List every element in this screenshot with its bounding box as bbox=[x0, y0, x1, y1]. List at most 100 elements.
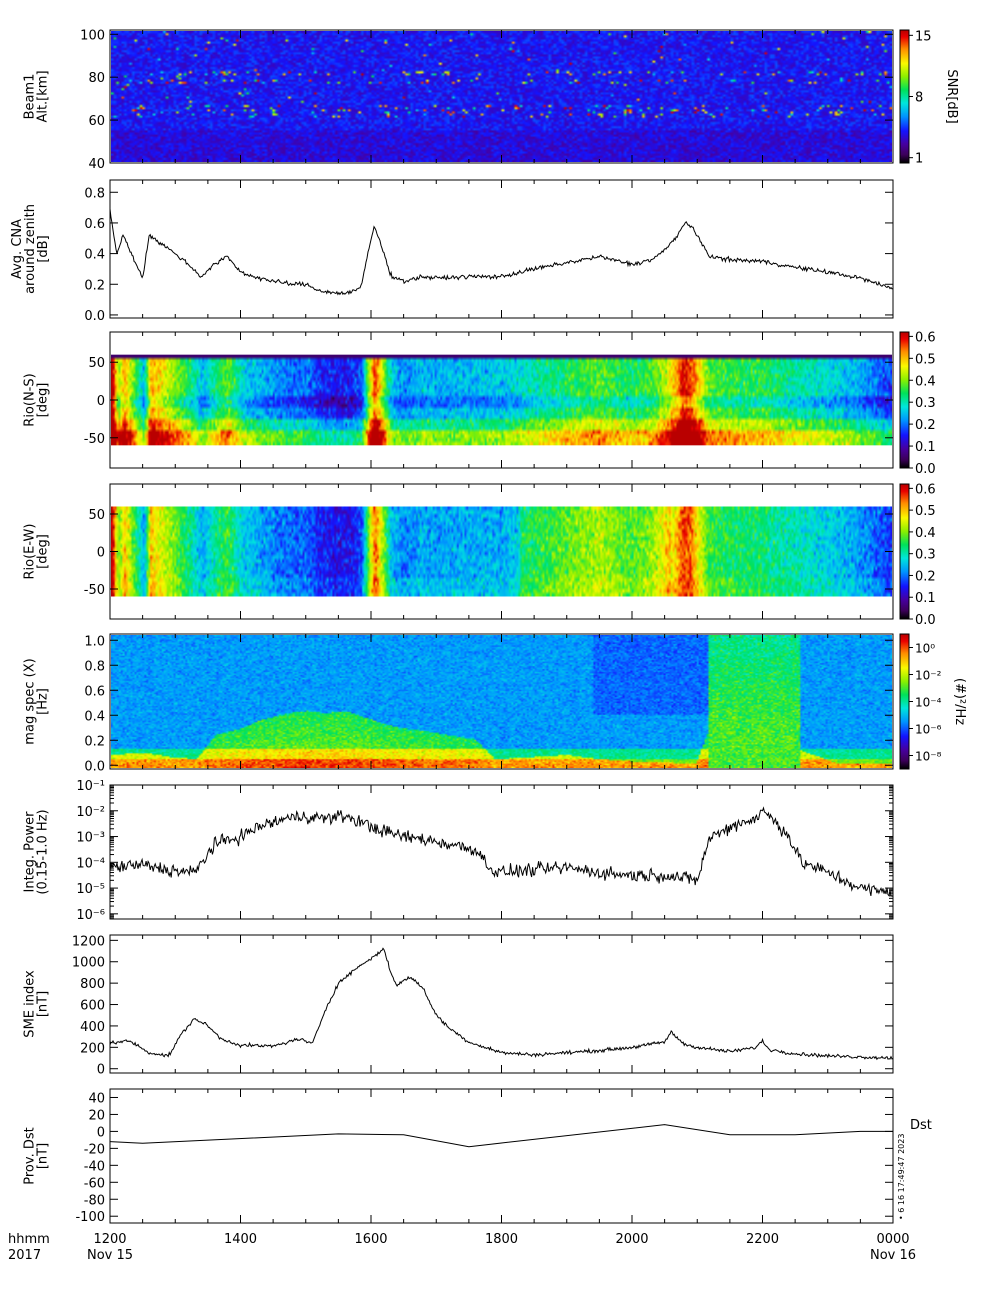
x-tick-label: 1200 bbox=[93, 1232, 126, 1247]
sme-index-line bbox=[109, 947, 894, 1061]
sme-ylabel: SME index bbox=[23, 970, 38, 1038]
rio-ew-heatmap-ylabel: [deg] bbox=[36, 534, 51, 569]
mag-spec-colorbar-label: (#)²/Hz bbox=[952, 678, 967, 725]
rio-ew-heatmap-colorbar-tick: 0.6 bbox=[915, 482, 936, 497]
dst-legend-label: Dst bbox=[910, 1118, 932, 1133]
x-axis-prefix: hhmm bbox=[8, 1232, 50, 1247]
rio-ew-heatmap-ytick: 50 bbox=[88, 508, 105, 523]
snr-heatmap bbox=[111, 31, 892, 162]
cna-ylabel: [dB] bbox=[36, 235, 51, 262]
mag-spec-colorbar-tick: 10⁻² bbox=[915, 669, 942, 683]
x-date-label-end: Nov 16 bbox=[870, 1248, 916, 1263]
integ-power-ytick: 10⁻⁶ bbox=[76, 908, 105, 923]
rio-ns-heatmap-ytick: -50 bbox=[84, 432, 105, 447]
integ-power-ytick: 10⁻⁴ bbox=[76, 856, 105, 871]
mag-spec-colorbar-tick: 10⁰ bbox=[915, 642, 935, 656]
snr-ylabel: Alt.[km] bbox=[36, 70, 51, 122]
snr-colorbar bbox=[900, 30, 909, 163]
sme-ytick: 800 bbox=[80, 977, 105, 992]
sme-ytick: 1000 bbox=[72, 956, 105, 971]
rio-ns-heatmap-colorbar-tick: 0.6 bbox=[915, 330, 936, 345]
rio-ns-heatmap-colorbar-tick: 0.3 bbox=[915, 396, 936, 411]
cna-ytick: 0.2 bbox=[84, 278, 105, 293]
integ-power-ytick: 10⁻¹ bbox=[76, 779, 105, 794]
integ-power-ytick: 10⁻⁵ bbox=[76, 882, 105, 897]
rio-ew-heatmap-ytick: 0 bbox=[97, 546, 105, 561]
rio-ns-heatmap-colorbar-tick: 0.4 bbox=[915, 374, 936, 389]
mag-spec-ytick: 1.0 bbox=[84, 634, 105, 649]
mag-spec-ytick: 0.2 bbox=[84, 734, 105, 749]
cna-ytick: 0.6 bbox=[84, 217, 105, 232]
rio-ew-heatmap-colorbar bbox=[900, 484, 909, 619]
axes-layer bbox=[109, 29, 913, 1224]
snr-colorbar-tick: 1 bbox=[915, 152, 923, 167]
dst-series-line bbox=[109, 1124, 893, 1148]
mag-spec-colorbar-tick: 10⁻⁸ bbox=[915, 750, 942, 764]
dst-ytick: 0 bbox=[97, 1125, 105, 1140]
integ-power-ylabel: (0.15-1.0 Hz) bbox=[36, 809, 51, 894]
x-tick-label: 1600 bbox=[354, 1232, 387, 1247]
rio-ns-heatmap-colorbar-tick: 0.0 bbox=[915, 462, 936, 477]
rio-ew-heatmap-colorbar-tick: 0.4 bbox=[915, 526, 936, 541]
dst-ytick: -100 bbox=[75, 1210, 105, 1225]
dst-ytick: 40 bbox=[88, 1091, 105, 1106]
snr-ytick: 60 bbox=[88, 114, 105, 129]
cna-ytick: 0.8 bbox=[84, 186, 105, 201]
rio-ns-heatmap-ytick: 0 bbox=[97, 394, 105, 409]
rio-ns-heatmap bbox=[111, 354, 892, 446]
sme-ytick: 400 bbox=[80, 1020, 105, 1035]
integ-power-ytick: 10⁻³ bbox=[76, 831, 105, 846]
plot-timestamp-annotation: • 6 16 17:49:47 2023 bbox=[897, 1134, 906, 1220]
mag-spec-colorbar bbox=[900, 634, 909, 769]
rio-ns-heatmap-colorbar-tick: 0.2 bbox=[915, 418, 936, 433]
mag-spec-ylabel: mag spec (X) bbox=[23, 658, 38, 744]
rio-ns-heatmap-colorbar bbox=[900, 332, 909, 468]
x-tick-label: 2000 bbox=[615, 1232, 648, 1247]
sme-ylabel: [nT] bbox=[36, 991, 51, 1017]
cna-ytick: 0.4 bbox=[84, 248, 105, 263]
rio-ew-heatmap-colorbar-tick: 0.0 bbox=[915, 613, 936, 628]
rio-ns-heatmap-colorbar-tick: 0.1 bbox=[915, 440, 936, 455]
sme-ytick: 600 bbox=[80, 999, 105, 1014]
mag-spec-ytick: 0.8 bbox=[84, 659, 105, 674]
cna-ytick: 0.0 bbox=[84, 309, 105, 324]
x-date-label-start: Nov 15 bbox=[87, 1248, 133, 1263]
x-tick-label: 0000 bbox=[876, 1232, 909, 1247]
cna-ylabel: around zenith bbox=[23, 204, 38, 294]
rio-ns-heatmap-ytick: 50 bbox=[88, 356, 105, 371]
snr-ylabel: Beam1 bbox=[23, 74, 38, 120]
mag-spec-colorbar-tick: 10⁻⁶ bbox=[915, 723, 942, 737]
x-tick-label: 1400 bbox=[224, 1232, 257, 1247]
sme-ytick: 200 bbox=[80, 1041, 105, 1056]
cna-series-line bbox=[109, 208, 894, 296]
rio-ew-heatmap-ytick: -50 bbox=[84, 583, 105, 598]
integ-power-ytick: 10⁻² bbox=[76, 805, 105, 820]
dst-ylabel: Prov. Dst bbox=[23, 1127, 38, 1184]
snr-ytick: 100 bbox=[80, 28, 105, 43]
line-layer bbox=[109, 208, 894, 1148]
mag-spec-colorbar-tick: 10⁻⁴ bbox=[915, 696, 942, 710]
x-tick-label: 2200 bbox=[746, 1232, 779, 1247]
integ-power-ylabel: Integ. Power bbox=[23, 811, 38, 893]
snr-ytick: 40 bbox=[88, 157, 105, 172]
mag-spec-ytick: 0.4 bbox=[84, 709, 105, 724]
x-axis-year: 2017 bbox=[8, 1248, 41, 1263]
sme-ytick: 0 bbox=[97, 1063, 105, 1078]
rio-ns-heatmap-ylabel: Rio(N-S) bbox=[23, 373, 38, 426]
rio-ew-heatmap-colorbar-tick: 0.2 bbox=[915, 569, 936, 584]
dst-ytick: -40 bbox=[84, 1159, 105, 1174]
rio-ew-heatmap-ylabel: Rio(E-W) bbox=[23, 524, 38, 580]
snr-colorbar-tick: 15 bbox=[915, 29, 932, 44]
mag-spec-ylabel: [Hz] bbox=[36, 688, 51, 715]
rio-ew-heatmap bbox=[111, 506, 892, 597]
rio-ns-heatmap-ylabel: [deg] bbox=[36, 383, 51, 418]
dst-ytick: -20 bbox=[84, 1142, 105, 1157]
mag-spec-ytick: 0.0 bbox=[84, 759, 105, 774]
rio-ew-heatmap-colorbar-tick: 0.5 bbox=[915, 504, 936, 519]
dst-ylabel: [nT] bbox=[36, 1143, 51, 1169]
dst-ytick: -60 bbox=[84, 1176, 105, 1191]
rio-ew-heatmap-colorbar-tick: 0.1 bbox=[915, 591, 936, 606]
integ-power-line bbox=[109, 806, 894, 897]
